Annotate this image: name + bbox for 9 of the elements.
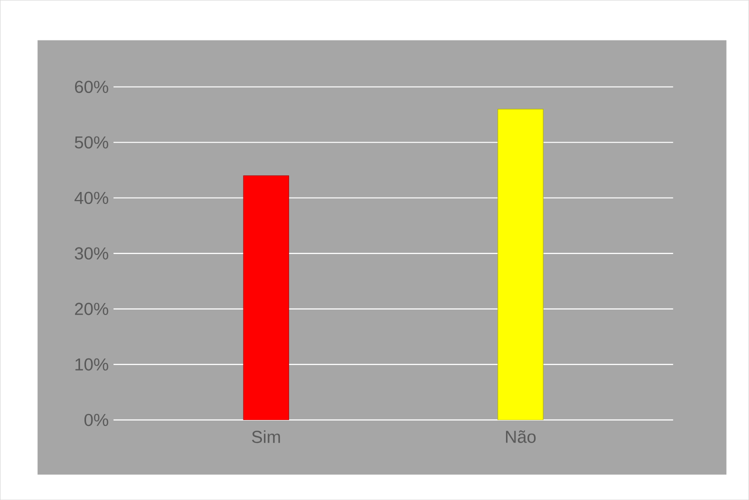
- x-tick-label: Não: [506, 430, 536, 443]
- y-tick-label: 0%: [84, 414, 108, 426]
- y-tick-label: 60%: [75, 80, 108, 93]
- y-tick-label: 50%: [74, 136, 108, 148]
- y-tick-label: 20%: [75, 302, 108, 315]
- y-tick-label: 10%: [75, 358, 108, 370]
- x-tick-label: Sim: [252, 430, 280, 443]
- y-tick-label: 40%: [74, 192, 108, 204]
- y-tick-label: 30%: [74, 247, 108, 260]
